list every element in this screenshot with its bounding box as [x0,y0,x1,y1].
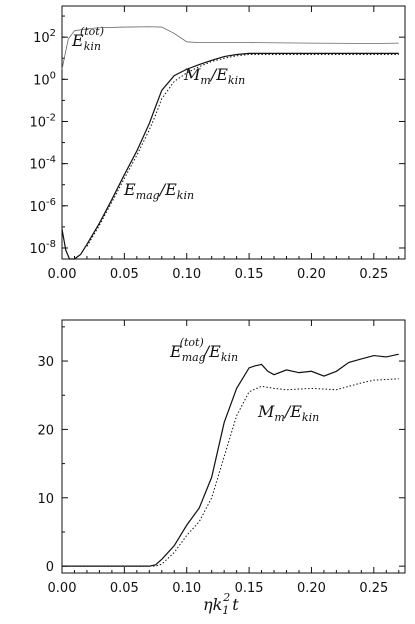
top-y-tick-label: 10-6 [29,197,56,215]
bottom-x-axis-label: ηk12 t [203,591,239,617]
bottom-series-dotted [62,378,399,567]
bottom-plot-frame [61,319,406,574]
bottom-x-tick-label: 0.20 [297,581,326,596]
bottom-x-tick-label: 0.15 [235,581,264,596]
top-y-tick-labels: 102 100 10-2 10-4 10-6 10-8 [29,28,56,257]
top-y-tick-label: 102 [33,28,56,46]
bottom-series-group [62,353,399,567]
bottom-y-tick-label: 30 [37,355,54,370]
top-y-tick-label: 100 [33,70,56,88]
top-x-tick-label: 0.15 [235,267,264,282]
top-plot-frame [61,5,406,260]
top-series-dotted [86,54,399,247]
top-annotation-emag-ekin: Emag/Ekin [123,180,194,202]
top-y-tick-label: 10-8 [29,239,56,257]
bottom-x-tick-labels: 0.00 0.05 0.10 0.15 0.20 0.25 [48,581,389,596]
top-x-tick-labels: 0.00 0.05 0.10 0.15 0.20 0.25 [48,267,389,282]
bottom-annotation-mm-ekin: Mm/Ekin [257,402,319,424]
top-annotation-mm-ekin: Mm/Ekin [183,65,245,87]
top-series-solid [61,52,399,260]
top-x-tick-label: 0.25 [359,267,388,282]
bottom-x-tick-label: 0.25 [359,581,388,596]
bottom-x-tick-label: 0.05 [110,581,139,596]
top-annotation-ekin-tot: Ekin(tot) [71,25,104,53]
top-series-group [61,26,399,260]
top-x-tick-label: 0.05 [110,267,139,282]
bottom-y-tick-label: 20 [37,423,54,438]
top-x-tick-label: 0.00 [48,267,77,282]
top-series-thin [61,26,399,70]
top-x-tick-label: 0.10 [172,267,201,282]
bottom-y-tick-label: 0 [46,560,54,575]
bottom-y-tick-labels: 0 10 20 30 [37,355,54,575]
top-axis-ticks [61,6,405,259]
bottom-annotation-emag-tot: Emag(tot)/Ekin [169,336,238,364]
top-x-tick-label: 0.20 [297,267,326,282]
bottom-panel: 0.00 0.05 0.10 0.15 0.20 0.25 0 10 20 30 Emag(to… [37,319,406,617]
bottom-x-tick-label: 0.00 [48,581,77,596]
top-y-tick-label: 10-4 [29,155,56,173]
bottom-x-tick-label: 0.10 [172,581,201,596]
bottom-y-tick-label: 10 [37,492,54,507]
top-y-tick-label: 10-2 [29,112,56,130]
bottom-series-solid [62,353,399,567]
top-panel: 0.00 0.05 0.10 0.15 0.20 0.25 10210010-210-41… [29,5,406,282]
